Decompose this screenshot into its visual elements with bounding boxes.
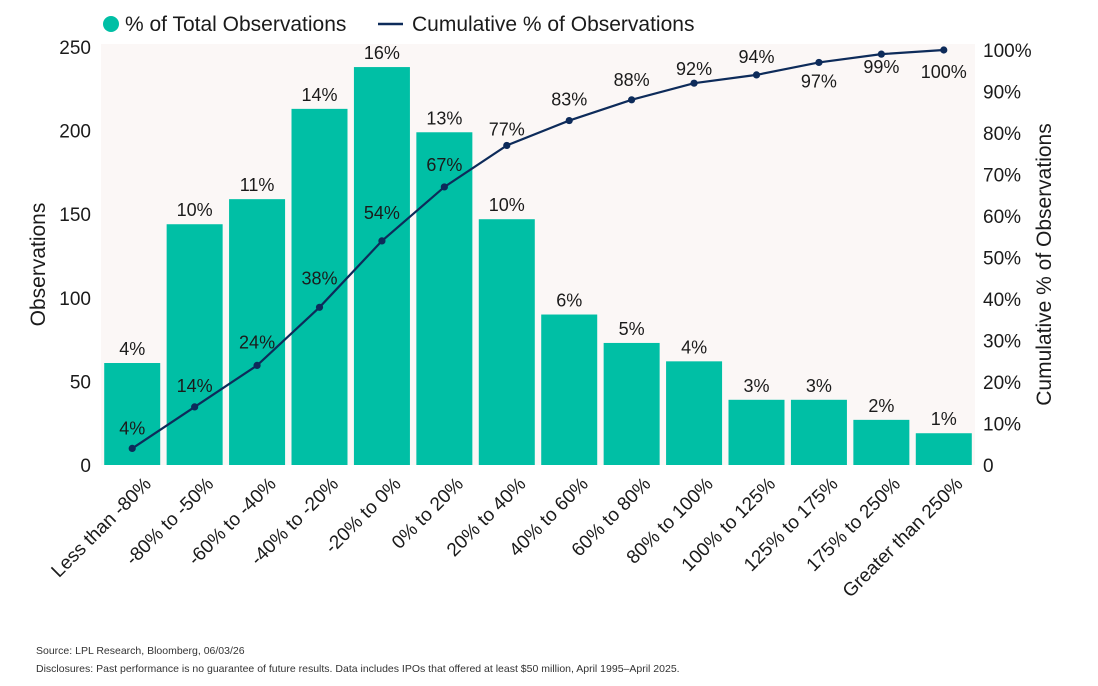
- bar-data-label: 10%: [177, 200, 213, 220]
- bar-data-label: 4%: [681, 337, 707, 357]
- bar: [166, 224, 223, 465]
- y-axis-title: Observations: [27, 203, 50, 327]
- bar: [915, 433, 972, 465]
- bar: [229, 199, 286, 466]
- line-data-label: 100%: [921, 62, 967, 82]
- line-series: [128, 46, 948, 452]
- line-data-label: 54%: [364, 203, 400, 223]
- y2-axis-title: Cumulative % of Observations: [1033, 123, 1056, 405]
- line-point: [877, 50, 885, 58]
- bar: [541, 314, 598, 465]
- bar-data-label: 3%: [806, 376, 832, 396]
- x-axis: Less than -80%-80% to -50%-60% to -40%-4…: [48, 474, 968, 602]
- y-tick-label: 200: [59, 122, 91, 143]
- line-data-label: 88%: [614, 70, 650, 90]
- line-point: [503, 141, 511, 150]
- line-point: [565, 116, 573, 125]
- legend: % of Total Observations Cumulative % of …: [103, 13, 694, 36]
- bar-data-label: 16%: [364, 43, 400, 63]
- y-tick-label: 100: [59, 289, 91, 310]
- y-axis-left: 0 50 100 150 200 250: [59, 38, 91, 477]
- source-note: Source: LPL Research, Bloomberg, 06/03/2…: [36, 645, 245, 657]
- bar-data-label: 10%: [489, 195, 525, 215]
- cumulative-line: [131, 48, 944, 450]
- legend-line-label: Cumulative % of Observations: [412, 13, 694, 36]
- line-data-label: 24%: [239, 332, 275, 352]
- disclosure-note: Disclosures: Past performance is no guar…: [36, 663, 680, 675]
- line-data-label: 77%: [489, 119, 525, 139]
- line-data-label: 97%: [801, 71, 837, 91]
- line-data-labels: 4% 14% 24% 38% 54% 67% 77% 83% 88% 92% 94% 97% 99% 10…: [119, 47, 967, 438]
- bar-data-label: 13%: [426, 108, 462, 128]
- y2-tick-label: 60%: [983, 207, 1021, 228]
- line-data-label: 92%: [676, 59, 712, 79]
- y-tick-label: 150: [59, 205, 91, 226]
- y2-tick-label: 70%: [983, 166, 1021, 187]
- bar: [603, 342, 660, 465]
- line-point: [815, 58, 823, 67]
- bar: [790, 399, 847, 465]
- line-point: [253, 361, 261, 369]
- y2-tick-label: 90%: [983, 83, 1021, 104]
- bar-data-label: 14%: [301, 85, 337, 105]
- bar-data-label: 4%: [119, 339, 145, 359]
- line-point: [128, 444, 136, 452]
- y-tick-label: 0: [80, 456, 91, 477]
- y2-tick-label: 0: [983, 456, 994, 477]
- x-tick-label: Greater than 250%: [839, 474, 967, 602]
- bar-data-labels: 4% 10% 11% 14% 16% 13% 10% 6% 5% 4% 3% 3% 2% 1%: [119, 43, 957, 429]
- bar: [416, 132, 473, 465]
- y-axis-right: 0 10% 20% 30% 40% 50% 60% 70% 80% 90% 100%: [983, 41, 1032, 477]
- y2-tick-label: 100%: [983, 41, 1032, 62]
- line-data-label: 99%: [863, 57, 899, 77]
- bar: [728, 399, 785, 465]
- y2-tick-label: 10%: [983, 415, 1021, 436]
- line-data-label: 14%: [177, 376, 213, 396]
- line-point: [440, 183, 448, 191]
- line-point: [315, 303, 324, 311]
- legend-bar-swatch: [103, 16, 119, 32]
- line-data-label: 4%: [119, 418, 145, 438]
- y-tick-label: 50: [70, 372, 91, 393]
- line-point: [191, 403, 199, 411]
- bar-data-label: 6%: [556, 291, 582, 311]
- bar: [478, 219, 535, 465]
- line-point: [940, 46, 948, 54]
- legend-bar-label: % of Total Observations: [125, 13, 346, 36]
- y2-tick-label: 20%: [983, 373, 1021, 394]
- bar-data-label: 2%: [868, 396, 894, 416]
- y-tick-label: 250: [59, 38, 91, 59]
- bar-data-label: 3%: [743, 376, 769, 396]
- y2-tick-label: 50%: [983, 249, 1021, 270]
- bar-series: [104, 67, 972, 466]
- bar: [666, 361, 723, 465]
- line-data-label: 67%: [426, 155, 462, 175]
- line-point: [752, 71, 761, 79]
- y2-tick-label: 30%: [983, 332, 1021, 353]
- bar-data-label: 1%: [931, 409, 957, 429]
- line-point: [378, 237, 386, 245]
- bar: [353, 67, 410, 466]
- line-data-label: 83%: [551, 90, 587, 110]
- line-point: [628, 96, 636, 104]
- y2-tick-label: 40%: [983, 290, 1021, 311]
- bar: [853, 419, 910, 465]
- line-data-label: 94%: [738, 47, 774, 67]
- y2-tick-label: 80%: [983, 124, 1021, 145]
- line-point: [690, 79, 698, 87]
- line-data-label: 38%: [301, 268, 337, 288]
- bar-data-label: 5%: [619, 319, 645, 339]
- bar-data-label: 11%: [240, 175, 275, 195]
